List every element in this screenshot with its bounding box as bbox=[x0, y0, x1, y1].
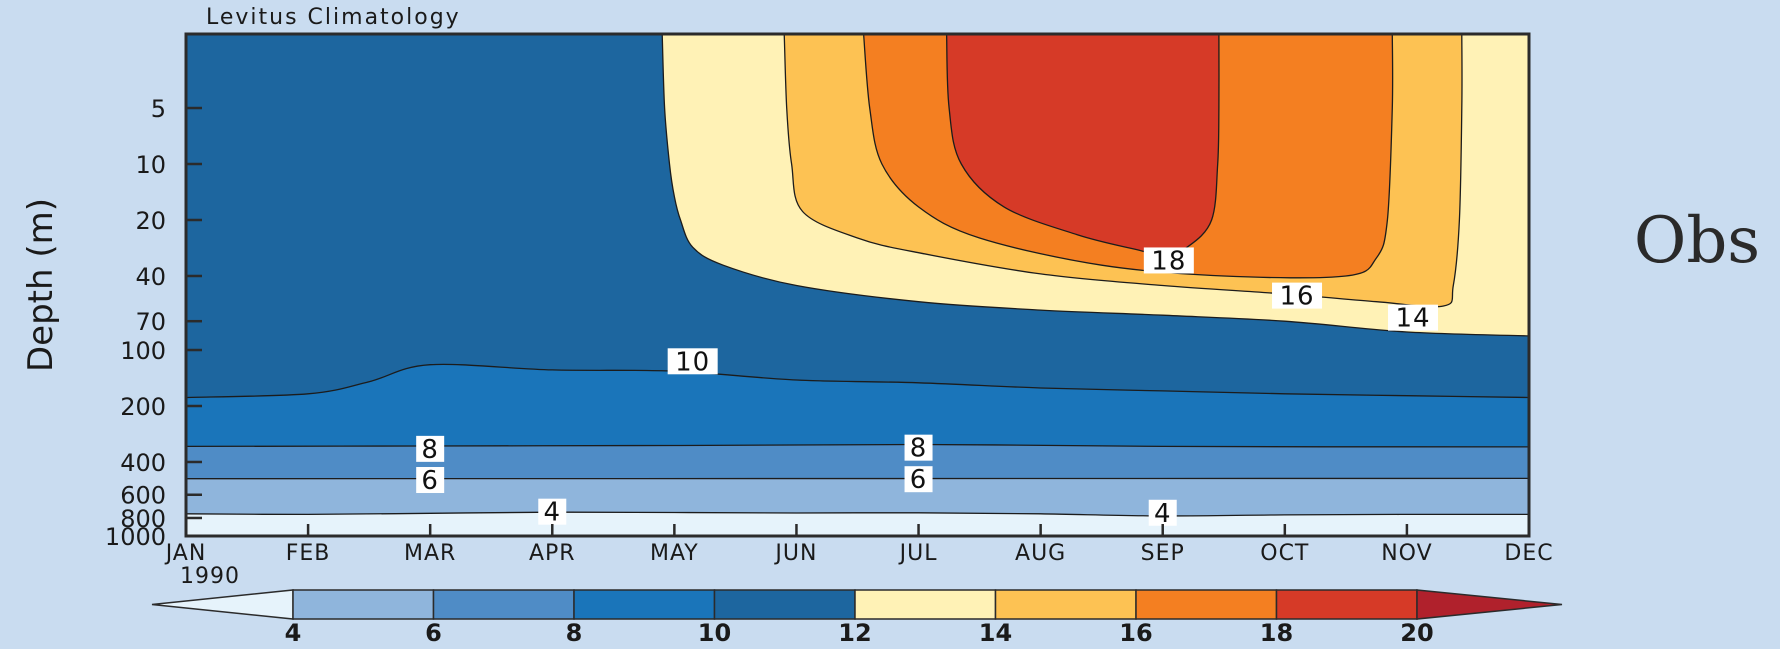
colorbar-segment bbox=[1275, 589, 1418, 620]
y-tick-label: 70 bbox=[135, 308, 166, 336]
colorbar-extend-low bbox=[151, 589, 294, 620]
x-tick-label: OCT bbox=[1260, 541, 1309, 566]
x-tick-label: NOV bbox=[1381, 541, 1432, 566]
contour-label-6: 6 bbox=[421, 466, 439, 496]
contour-label-14: 14 bbox=[1395, 304, 1430, 334]
colorbar-label: 20 bbox=[1400, 619, 1433, 647]
temperature-bands bbox=[186, 34, 1529, 536]
x-tick-label: MAR bbox=[404, 541, 456, 566]
colorbar-label: 16 bbox=[1119, 619, 1152, 647]
colorbar-label: 8 bbox=[566, 619, 583, 647]
contour-label-16: 16 bbox=[1279, 282, 1314, 312]
x-tick-label: JUL bbox=[898, 541, 938, 566]
x-tick-label: JUN bbox=[773, 541, 817, 566]
y-tick-label: 5 bbox=[151, 95, 166, 123]
chart-title: Levitus Climatology bbox=[206, 5, 461, 30]
y-tick-label: 1000 bbox=[105, 523, 166, 551]
y-tick-label: 40 bbox=[135, 263, 166, 291]
contour-label-box bbox=[1148, 499, 1177, 526]
contour-plot bbox=[186, 34, 1529, 536]
x-tick-label: AUG bbox=[1015, 541, 1066, 566]
colorbar-segment bbox=[713, 589, 856, 620]
x-tick-label: DEC bbox=[1504, 541, 1553, 566]
colorbar-segment bbox=[292, 589, 435, 620]
isotherm-4 bbox=[186, 511, 1529, 517]
contour-label-box bbox=[1272, 282, 1323, 309]
colorbar: 4 6 8 10 12 14 16 18 20 bbox=[151, 589, 1563, 647]
contour-label-18: 18 bbox=[1151, 246, 1186, 276]
y-tick-label: 200 bbox=[120, 393, 166, 421]
y-tick-label: 100 bbox=[120, 337, 166, 365]
contour-label-8: 8 bbox=[421, 435, 439, 465]
y-axis-label: Depth (m) bbox=[21, 198, 61, 372]
isotherm-8 bbox=[186, 443, 1529, 448]
band-above-18 bbox=[946, 34, 1219, 256]
colorbar-label: 10 bbox=[698, 619, 731, 647]
contour-label-box bbox=[416, 435, 445, 462]
contour-label-box bbox=[538, 498, 567, 525]
contour-label-box bbox=[1388, 304, 1439, 331]
x-tick-label: APR bbox=[529, 541, 576, 566]
contour-label-box bbox=[1143, 247, 1194, 274]
colorbar-segment bbox=[573, 589, 716, 620]
contour-label-8: 8 bbox=[910, 434, 928, 464]
isotherm-10 bbox=[186, 363, 1529, 399]
x-axis: JAN FEB MAR APR MAY JUN JUL AUG SEP OCT NOV DEC bbox=[164, 524, 1553, 566]
colorbar-segment bbox=[1135, 589, 1278, 620]
x-tick-label: MAY bbox=[650, 541, 699, 566]
y-tick-label: 400 bbox=[120, 449, 166, 477]
isotherm-14 bbox=[783, 34, 1463, 308]
contour-label-box bbox=[667, 348, 718, 375]
y-tick-label: 800 bbox=[120, 505, 166, 533]
y-tick-label: 600 bbox=[120, 482, 166, 510]
colorbar-extend-high bbox=[1416, 589, 1563, 620]
x-tick-label: FEB bbox=[286, 541, 331, 566]
contour-label-box bbox=[904, 434, 933, 461]
x-tick-label: SEP bbox=[1141, 541, 1185, 566]
colorbar-label: 12 bbox=[838, 619, 871, 647]
contour-label-10: 10 bbox=[675, 347, 710, 377]
x-tick-label: JAN bbox=[164, 541, 207, 566]
colorbar-segment bbox=[854, 589, 997, 620]
contour-label-4: 4 bbox=[1154, 499, 1172, 529]
contour-label-box bbox=[904, 466, 933, 493]
colorbar-label: 6 bbox=[425, 619, 442, 647]
band-below-4 bbox=[186, 512, 1529, 536]
colorbar-label: 18 bbox=[1260, 619, 1293, 647]
y-tick-label: 20 bbox=[135, 207, 166, 235]
isotherm-12 bbox=[661, 34, 1529, 337]
contour-label-6: 6 bbox=[910, 465, 928, 495]
colorbar-segment bbox=[432, 589, 575, 620]
contour-label-box bbox=[416, 467, 445, 494]
plot-frame bbox=[184, 32, 1531, 538]
colorbar-label: 4 bbox=[285, 619, 302, 647]
colorbar-label: 14 bbox=[979, 619, 1012, 647]
colorbar-segment bbox=[994, 589, 1137, 620]
obs-label: Obs bbox=[1634, 204, 1760, 278]
y-tick-label: 10 bbox=[135, 151, 166, 179]
x-year-label: 1990 bbox=[180, 564, 240, 589]
contour-label-4: 4 bbox=[543, 498, 561, 528]
